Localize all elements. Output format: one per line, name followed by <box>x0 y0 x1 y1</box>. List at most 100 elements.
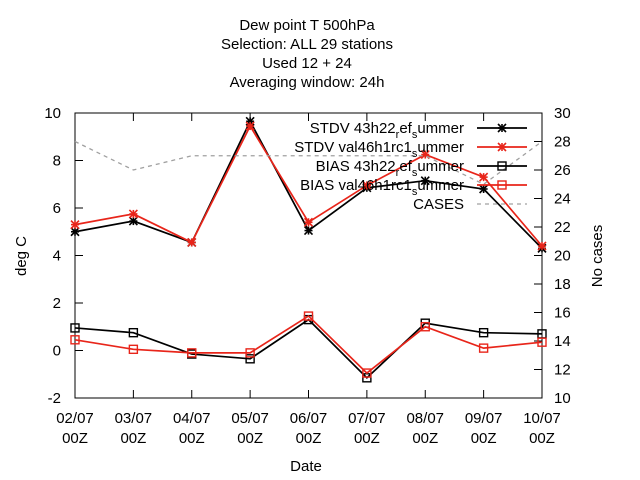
title-line: Used 12 + 24 <box>262 55 352 72</box>
data-point-star <box>128 216 138 226</box>
data-point-square <box>497 161 507 171</box>
x-tick-label-hour: 00Z <box>296 430 322 447</box>
x-axis-ticks: 02/07 00Z 03/07 00Z 04/07 00Z 05/07 00Z 06/07 00Z… <box>56 113 561 447</box>
legend-label: BIAS 43h22refsummer <box>316 158 464 179</box>
title-line: Dew point T 500hPa <box>239 17 375 34</box>
legend-label-part: BIAS val46h1rc1 <box>300 177 412 194</box>
legend-label-part: ummer <box>417 177 464 194</box>
legend-label-part: s <box>412 186 418 198</box>
data-point-star <box>537 241 547 251</box>
legend-label-part: s <box>412 148 418 160</box>
data-point-square <box>245 348 255 358</box>
data-point-star <box>479 184 489 194</box>
data-point-star <box>362 180 372 191</box>
data-point-square <box>420 322 430 332</box>
y2-tick-label: 14 <box>554 333 571 350</box>
series-line <box>74 314 543 375</box>
x-tick-label-hour: 00Z <box>529 430 555 447</box>
data-point-square <box>497 180 507 190</box>
y2-tick-label: 20 <box>554 248 571 265</box>
x-tick-label-date: 09/07 <box>465 410 503 427</box>
data-point-star <box>420 176 430 186</box>
y2-tick-label: 30 <box>554 105 571 122</box>
y-axis-label: deg C <box>13 236 30 276</box>
y2-tick-label: 18 <box>554 276 571 293</box>
x-tick-label-hour: 00Z <box>237 430 263 447</box>
y2-tick-label: 22 <box>554 219 571 236</box>
data-point-square <box>128 327 139 338</box>
legend-label-part: s <box>412 129 418 141</box>
data-point-star <box>303 225 314 236</box>
data-point-square <box>478 343 489 353</box>
legend-label-part: ef <box>399 158 412 175</box>
y-tick-label: 10 <box>44 105 61 122</box>
y2-tick-label: 28 <box>554 134 571 151</box>
y-axis-ticks: -2 0 2 4 6 8 10 <box>44 105 83 407</box>
data-point-star <box>128 209 138 219</box>
legend-label-part: BIAS 43h22 <box>316 158 396 175</box>
y2-axis-label: No cases <box>589 225 606 288</box>
data-point-square <box>187 348 197 358</box>
series-4 <box>74 140 543 186</box>
legend-label-part: CASES <box>413 196 464 213</box>
x-tick-label-date: 10/07 <box>523 410 561 427</box>
y-tick-label: 8 <box>53 153 61 170</box>
data-point-star <box>245 121 255 131</box>
series-2 <box>70 314 547 383</box>
data-point-star <box>70 220 80 230</box>
x-tick-label-hour: 00Z <box>62 430 88 447</box>
y2-tick-label: 26 <box>554 162 571 179</box>
title-line: Selection: ALL 29 stations <box>221 36 393 53</box>
data-point-square <box>537 337 547 347</box>
y2-tick-label: 12 <box>554 362 571 379</box>
data-point-star <box>479 172 489 182</box>
legend-label-part: ef <box>399 120 412 137</box>
legend-label-part: ummer <box>417 120 464 137</box>
y2-axis-ticks: 10 12 14 16 18 20 22 24 26 28 30 <box>534 105 571 407</box>
legend-label: CASES <box>413 196 464 213</box>
x-tick-label-hour: 00Z <box>179 430 205 447</box>
y2-tick-label: 16 <box>554 305 571 322</box>
y-tick-label: 4 <box>53 248 61 265</box>
x-tick-label-date: 05/07 <box>231 410 269 427</box>
x-tick-label-date: 08/07 <box>406 410 444 427</box>
y-tick-label: 2 <box>53 295 61 312</box>
legend-label: STDV val46h1rc1summer <box>294 139 464 160</box>
series-3 <box>70 311 547 378</box>
data-point-star <box>303 217 314 227</box>
data-point-star <box>497 142 507 152</box>
x-tick-label-hour: 00Z <box>354 430 380 447</box>
x-tick-label-date: 07/07 <box>348 410 386 427</box>
data-point-square <box>70 335 80 345</box>
legend-label-part: STDV val46h1rc1 <box>294 139 412 156</box>
legend-label: STDV 43h22refsummer <box>310 120 464 141</box>
legend-label-part: s <box>412 167 418 179</box>
series-line <box>74 318 543 379</box>
y-tick-label: 0 <box>53 343 61 360</box>
y-tick-label: -2 <box>48 390 61 407</box>
x-axis-label: Date <box>290 458 322 475</box>
series-lines <box>70 116 547 383</box>
y2-tick-label: 10 <box>554 390 571 407</box>
data-point-square <box>478 327 489 338</box>
series-line <box>74 140 543 186</box>
y2-tick-label: 24 <box>554 191 571 208</box>
x-tick-label-hour: 00Z <box>120 430 146 447</box>
x-tick-label-date: 04/07 <box>173 410 211 427</box>
data-point-star <box>70 227 80 237</box>
data-point-square <box>128 344 139 355</box>
data-point-square <box>362 368 372 378</box>
legend-label-part: r <box>396 129 400 141</box>
x-tick-label-date: 03/07 <box>115 410 153 427</box>
legend-label-part: STDV 43h22 <box>310 120 396 137</box>
data-point-square <box>245 354 255 364</box>
data-point-square <box>70 323 80 333</box>
data-point-square <box>303 311 314 321</box>
series-1 <box>70 121 547 251</box>
x-tick-label-hour: 00Z <box>471 430 497 447</box>
data-point-star <box>497 123 507 133</box>
chart-title: Dew point T 500hPa Selection: ALL 29 stat… <box>221 17 393 91</box>
legend-label-part: ummer <box>417 139 464 156</box>
